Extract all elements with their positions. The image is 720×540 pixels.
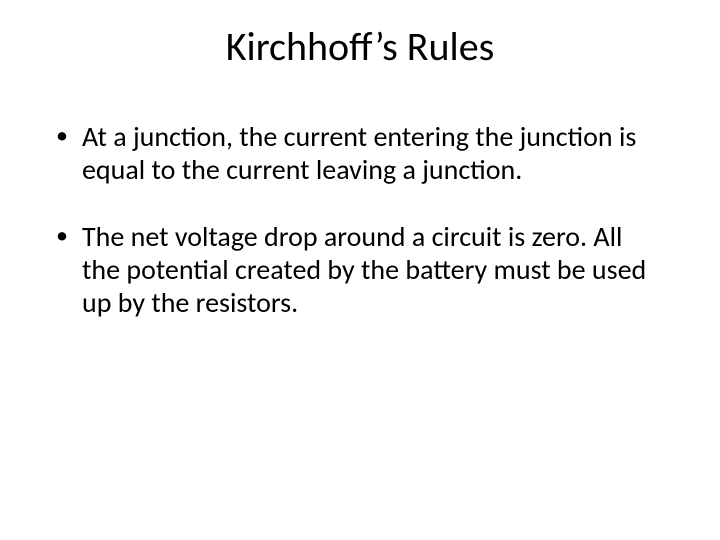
slide-body: At a junction, the current entering the … xyxy=(54,120,666,353)
bullet-item: At a junction, the current entering the … xyxy=(54,120,666,186)
slide: Kirchhoff’s Rules At a junction, the cur… xyxy=(0,0,720,540)
slide-title: Kirchhoff’s Rules xyxy=(0,22,720,71)
bullet-item: The net voltage drop around a circuit is… xyxy=(54,220,666,319)
bullet-list: At a junction, the current entering the … xyxy=(54,120,666,319)
